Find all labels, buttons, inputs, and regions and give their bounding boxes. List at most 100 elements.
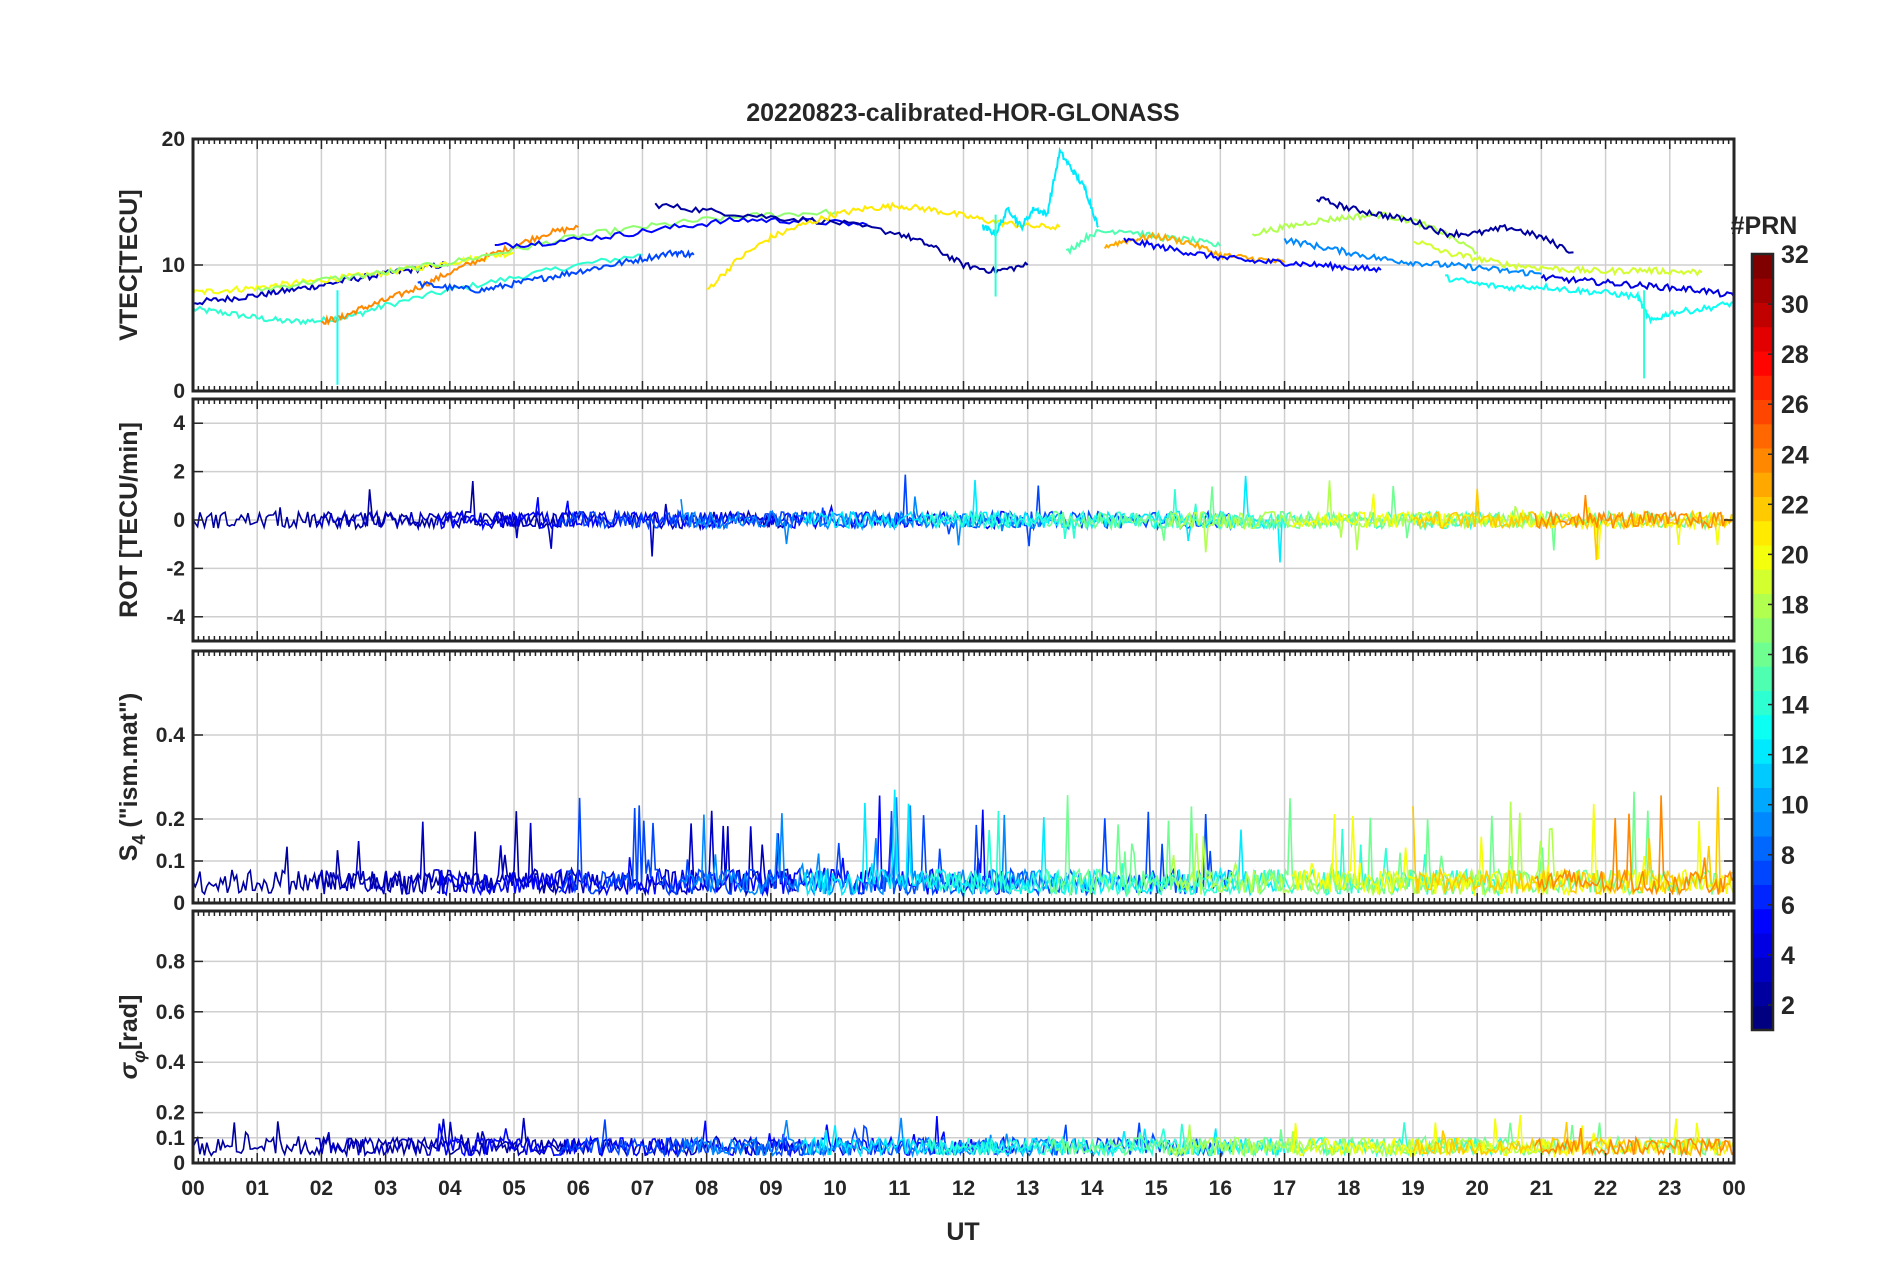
vtec-series-prn-2 [654, 202, 1029, 276]
x-tick-label: 03 [374, 1177, 397, 1200]
vtec-series-prn-3 [193, 261, 451, 306]
trace-prn-5 [436, 1115, 1016, 1158]
x-tick-label: 07 [631, 1177, 654, 1200]
trace-prn-5 [436, 497, 1016, 532]
x-tick-label: 14 [1080, 1177, 1104, 1200]
x-tick-label: 20 [1465, 1177, 1488, 1200]
colorbar-tick-label: 10 [1781, 792, 1809, 820]
colorbar-tick-label: 20 [1781, 541, 1809, 569]
panel-data [193, 474, 1734, 563]
colorbar-title: #PRN [1731, 212, 1798, 240]
y-tick-label: 4 [173, 412, 185, 435]
colorbar-tick-label: 4 [1781, 942, 1795, 970]
y-tick-label: 2 [173, 461, 185, 484]
colorbar-tick-label: 32 [1781, 241, 1809, 269]
colorbar-tick-label: 14 [1781, 692, 1809, 720]
colorbar-step [1752, 302, 1773, 328]
vtec-series-prn-12 [981, 146, 1100, 239]
colorbar-step [1752, 423, 1773, 449]
colorbar-step [1752, 908, 1773, 934]
x-tick-label: 16 [1209, 1177, 1232, 1200]
colorbar-tick-label: 24 [1781, 441, 1809, 469]
y-tick-label: 0.1 [156, 850, 186, 873]
vtec-series-prn-7 [417, 249, 695, 294]
vtec-series-prn-14 [193, 253, 643, 326]
colorbar-step [1752, 763, 1773, 788]
colorbar-step [1752, 351, 1773, 376]
y-axis-label: σφ[rad] [115, 995, 149, 1080]
vtec-series-prn-18 [1251, 211, 1478, 255]
colorbar-tick-label: 2 [1781, 992, 1795, 1020]
y-tick-label: 0 [173, 509, 185, 532]
trace-prn-20 [1290, 493, 1734, 560]
y-tick-label: 0.4 [156, 1051, 186, 1074]
colorbar-step [1752, 1005, 1773, 1031]
colorbar-step [1752, 278, 1773, 303]
colorbar-tick-label: 28 [1781, 341, 1809, 369]
colorbar-step [1752, 811, 1773, 837]
colorbar-tick-label: 30 [1781, 291, 1809, 319]
colorbar-step [1752, 739, 1773, 764]
colorbar-tick-label: 26 [1781, 391, 1809, 419]
trace-prn-9 [680, 496, 1067, 546]
x-tick-label: 06 [567, 1177, 590, 1200]
y-tick-label: 20 [162, 128, 185, 151]
colorbar-step [1752, 326, 1773, 352]
x-tick-label: 18 [1337, 1177, 1361, 1200]
x-tick-label: 00 [181, 1177, 204, 1200]
colorbar-step [1752, 593, 1773, 619]
y-tick-label: 0.6 [156, 1001, 185, 1024]
colorbar-step [1752, 254, 1773, 279]
colorbar-tick-label: 18 [1781, 591, 1809, 619]
colorbar-step [1752, 545, 1773, 570]
y-tick-label: 0.1 [156, 1127, 186, 1150]
y-axis-label-main: σ [115, 1061, 143, 1079]
x-tick-label: 12 [952, 1177, 975, 1200]
y-axis-label-sub: 4 [129, 835, 149, 845]
x-tick-label: 11 [888, 1177, 911, 1200]
colorbar-step [1752, 375, 1773, 400]
x-tick-label: 22 [1594, 1177, 1617, 1200]
colorbar-tick-label: 12 [1781, 742, 1809, 770]
x-tick-label: 13 [1016, 1177, 1039, 1200]
colorbar-tick-label: 6 [1781, 892, 1795, 920]
y-tick-label: 0 [173, 892, 185, 915]
x-tick-label: 10 [823, 1177, 846, 1200]
colorbar-step [1752, 714, 1773, 740]
colorbar-tick-label: 16 [1781, 642, 1809, 670]
trace-prn-24 [1534, 1127, 1733, 1158]
colorbar-tick-label: 8 [1781, 842, 1795, 870]
vtec-series-prn-24 [321, 224, 579, 326]
chart-title: 20220823-calibrated-HOR-GLONASS [746, 99, 1179, 127]
colorbar-tick-label: 22 [1781, 491, 1809, 519]
y-tick-label: -2 [166, 557, 185, 580]
vtec-series-prn-9 [1283, 236, 1542, 277]
vtec-series-prn-4 [1540, 273, 1734, 298]
panel-3: 0 0.1 0.2 0.4 S4 ("ism.mat") [115, 649, 1736, 915]
vtec-series-prn-5 [1123, 237, 1382, 274]
colorbar-step [1752, 496, 1773, 522]
vtec-series-prn-15 [1065, 229, 1222, 256]
trace-prn-9 [680, 1117, 1067, 1158]
trace-prn-14 [924, 810, 1504, 898]
x-tick-label: 02 [310, 1177, 333, 1200]
trace-prn-24 [1534, 795, 1733, 897]
y-tick-label: 0 [173, 1152, 185, 1175]
y-axis-label: VTEC[TECU] [115, 189, 143, 340]
colorbar-step [1752, 472, 1773, 497]
x-tick-label: 01 [246, 1177, 270, 1200]
colorbar-step [1752, 981, 1773, 1007]
vtec-series-prn-19 [1412, 239, 1703, 277]
trace-prn-3 [315, 1117, 798, 1158]
trace-prn-22 [1412, 786, 1733, 895]
panel-data [193, 146, 1734, 385]
x-tick-label: 00 [1722, 1177, 1745, 1200]
vtec-series-prn-2 [1316, 196, 1574, 254]
trace-prn-2 [193, 1121, 580, 1159]
colorbar-step [1752, 448, 1773, 473]
panel-data [193, 1114, 1734, 1159]
trace-prn-22 [1412, 488, 1733, 561]
colorbar-step [1752, 617, 1773, 643]
y-axis-label: ROT [TECU/min] [115, 422, 143, 618]
